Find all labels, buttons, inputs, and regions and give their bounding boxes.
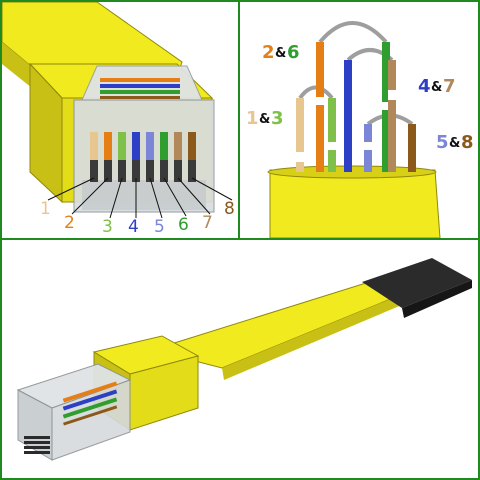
svg-text:2: 2 [262, 42, 275, 63]
pin-contact-2 [104, 160, 112, 182]
svg-text:&: & [431, 80, 442, 95]
pair-label-5-8: 5 & 8 [436, 132, 474, 153]
pin-contact-5 [146, 160, 154, 182]
pin-contact-1 [90, 160, 98, 182]
pair-labels: 2 & 61 & 34 & 75 & 8 [246, 42, 474, 153]
svg-text:1: 1 [246, 108, 259, 129]
pair-label-1-3: 1 & 3 [246, 108, 284, 129]
pin-array [90, 132, 196, 182]
svg-text:&: & [449, 136, 460, 151]
pin-contact-4 [132, 160, 140, 182]
wire-pairs-panel: 2 & 6 1 & 3 4 & 7 5 & 8 [238, 0, 480, 240]
wires [296, 42, 416, 172]
svg-text:&: & [259, 112, 270, 127]
pin-leader-line [149, 177, 163, 219]
svg-text:&: & [275, 46, 286, 61]
pin-wire-3 [118, 132, 126, 160]
pin-leader-line [163, 177, 187, 217]
wire-bundle-top [100, 78, 180, 99]
pin-leader-line [191, 177, 233, 201]
pin-label-5: 5 [154, 217, 165, 237]
pin-contact-6 [160, 160, 168, 182]
pair-label-4-7: 4 & 7 [418, 76, 456, 97]
pin-contact-8 [188, 160, 196, 182]
pin-wire-2 [104, 132, 112, 160]
pin-labels: 12 3 4 5 6 78 [40, 177, 235, 237]
pin-contact-3 [118, 160, 126, 182]
svg-text:4: 4 [418, 76, 431, 97]
pin-wire-7 [174, 132, 182, 160]
pair-label-2-6: 2 & 6 [262, 42, 300, 63]
pin-contact-7 [174, 160, 182, 182]
pin-label-7: 7 [202, 213, 213, 233]
pin-label-8: 8 [224, 199, 235, 219]
rj45-plug [16, 363, 132, 461]
pin-leader-line [47, 177, 95, 201]
pin-wire-4 [132, 132, 140, 160]
pin-label-4: 4 [128, 217, 139, 237]
svg-text:6: 6 [287, 42, 300, 63]
full-cable-illustration [16, 258, 472, 461]
svg-text:3: 3 [271, 108, 284, 129]
svg-text:7: 7 [443, 76, 456, 97]
svg-text:8: 8 [461, 132, 474, 153]
plug-closeup-illustration: 12 3 4 5 6 78 [2, 2, 235, 237]
pin-label-3: 3 [102, 217, 113, 237]
svg-text:5: 5 [436, 132, 449, 153]
pin-wire-8 [188, 132, 196, 160]
pin-leader-line [109, 177, 123, 219]
pin-label-1: 1 [40, 199, 51, 219]
wire-pairs-illustration: 2 & 61 & 34 & 75 & 8 [246, 21, 474, 238]
full-cable-panel [0, 238, 480, 480]
pin-wire-6 [160, 132, 168, 160]
pin-leader-line [71, 177, 109, 215]
pin-leader-line [177, 177, 211, 215]
pin-wire-5 [146, 132, 154, 160]
cable-end-cap [362, 258, 472, 308]
pin-label-6: 6 [178, 215, 189, 235]
pin-label-2: 2 [64, 213, 75, 233]
pin-wire-1 [90, 132, 98, 160]
